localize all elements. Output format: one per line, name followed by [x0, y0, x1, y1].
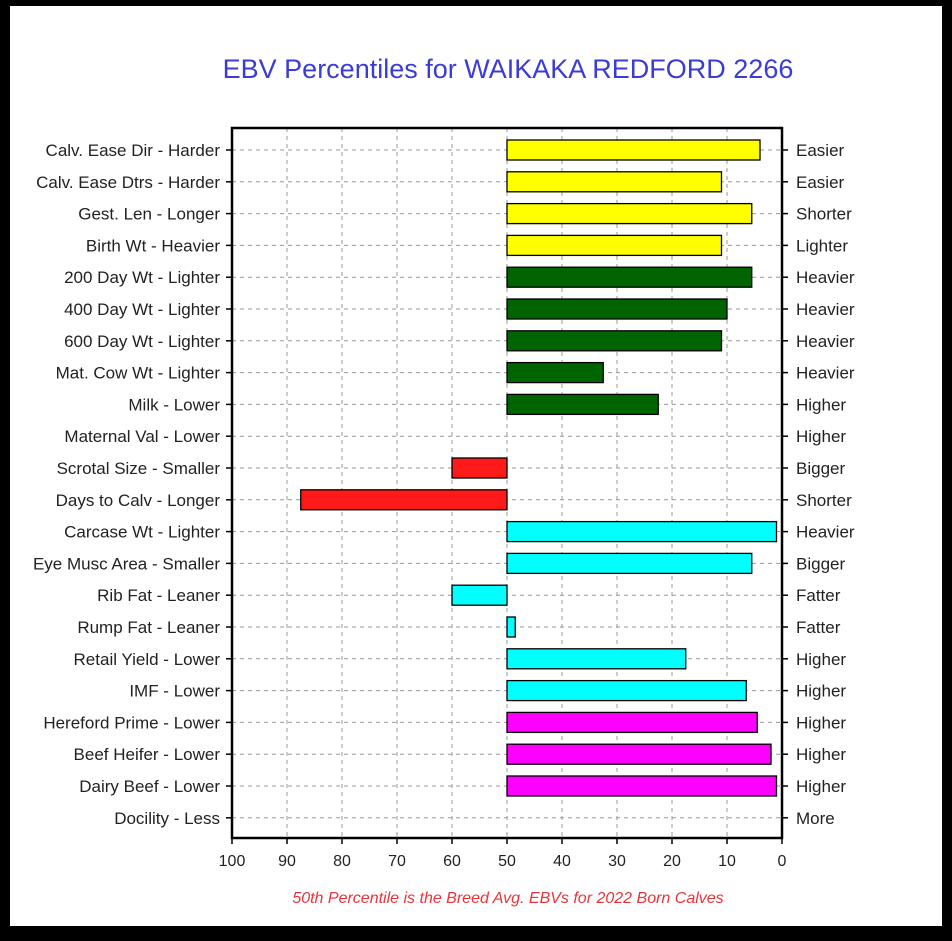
bar — [506, 298, 728, 320]
row-label-right: Easier — [796, 173, 845, 192]
x-tick-label: 50 — [498, 853, 516, 870]
row-label-right: Higher — [796, 745, 846, 764]
row-label-left: Retail Yield - Lower — [74, 650, 221, 669]
row-label-left: Beef Heifer - Lower — [74, 745, 221, 764]
bar — [506, 361, 604, 384]
bar — [506, 743, 772, 765]
row-label-left: Maternal Val - Lower — [64, 427, 220, 446]
x-axis-ticks: 100 90 80 70 60 50 40 30 20 10 0 — [219, 149, 788, 870]
x-tick-label: 20 — [663, 853, 681, 870]
bar — [506, 266, 753, 288]
row-label-left: Days to Calv - Longer — [56, 491, 221, 510]
bar — [506, 171, 723, 193]
row-label-right: Fatter — [796, 586, 841, 605]
row-label-right: Bigger — [796, 554, 845, 573]
row-label-right: Higher — [796, 713, 846, 732]
row-label-left: Dairy Beef - Lower — [79, 777, 220, 796]
row-label-right: Heavier — [796, 300, 855, 319]
bar — [506, 202, 753, 225]
bar — [451, 584, 508, 606]
bar — [300, 489, 508, 511]
bar — [506, 330, 723, 352]
row-label-left: 400 Day Wt - Lighter — [64, 300, 220, 319]
row-label-left: Rib Fat - Leaner — [97, 586, 220, 605]
row-label-right: Heavier — [796, 523, 855, 542]
row-label-right: Shorter — [796, 491, 852, 510]
x-tick-label: 70 — [388, 853, 406, 870]
x-tick-label: 100 — [219, 853, 246, 870]
row-label-right: Bigger — [796, 459, 845, 478]
row-label-right: Higher — [796, 427, 846, 446]
row-label-right: Higher — [796, 650, 846, 669]
row-label-left: IMF - Lower — [129, 682, 220, 701]
x-tick-label: 90 — [278, 853, 296, 870]
chart-title: EBV Percentiles for WAIKAKA REDFORD 2266 — [223, 54, 794, 84]
row-label-right: Shorter — [796, 205, 852, 224]
row-label-left: Docility - Less — [114, 809, 220, 828]
bar — [506, 711, 758, 734]
row-label-right: Heavier — [796, 332, 855, 351]
bar — [506, 679, 747, 702]
row-label-left: Calv. Ease Dtrs - Harder — [36, 173, 220, 192]
bars-group — [300, 139, 778, 797]
row-label-right: Higher — [796, 777, 846, 796]
row-label-left: Gest. Len - Longer — [78, 205, 220, 224]
row-label-right: Higher — [796, 395, 846, 414]
row-label-left: Rump Fat - Leaner — [77, 618, 220, 637]
chart-note: 50th Percentile is the Breed Avg. EBVs f… — [292, 890, 723, 907]
row-label-right: More — [796, 809, 835, 828]
ebv-percentile-chart: EBV Percentiles for WAIKAKA REDFORD 2266… — [33, 54, 855, 907]
x-tick-label: 30 — [608, 853, 626, 870]
row-label-left: Birth Wt - Heavier — [86, 236, 220, 255]
row-label-left: Carcase Wt - Lighter — [64, 523, 220, 542]
x-tick-label: 80 — [333, 853, 351, 870]
bar — [506, 775, 778, 797]
row-label-right: Higher — [796, 682, 846, 701]
bar — [506, 393, 659, 416]
row-label-left: Eye Musc Area - Smaller — [33, 554, 220, 573]
chart-frame: EBV Percentiles for WAIKAKA REDFORD 2266… — [10, 6, 942, 926]
bar — [506, 648, 687, 670]
row-label-left: Mat. Cow Wt - Lighter — [56, 364, 221, 383]
x-tick-label: 10 — [718, 853, 736, 870]
bar — [506, 552, 753, 575]
bar — [451, 457, 508, 479]
bar — [506, 139, 761, 161]
row-label-left: 200 Day Wt - Lighter — [64, 268, 220, 287]
bar — [506, 616, 516, 638]
row-label-left: Hereford Prime - Lower — [43, 713, 220, 732]
bar — [506, 234, 723, 257]
x-tick-label: 40 — [553, 853, 571, 870]
row-label-left: Scrotal Size - Smaller — [57, 459, 221, 478]
row-label-right: Easier — [796, 141, 845, 160]
row-label-left: 600 Day Wt - Lighter — [64, 332, 220, 351]
left-labels: Calv. Ease Dir - Harder Calv. Ease Dtrs -… — [33, 141, 220, 828]
row-label-left: Calv. Ease Dir - Harder — [46, 141, 221, 160]
bar — [506, 520, 778, 543]
row-label-right: Fatter — [796, 618, 841, 637]
row-label-right: Heavier — [796, 268, 855, 287]
row-label-right: Heavier — [796, 364, 855, 383]
row-label-right: Lighter — [796, 236, 848, 255]
x-tick-label: 60 — [443, 853, 461, 870]
x-tick-label: 0 — [778, 853, 787, 870]
row-label-left: Milk - Lower — [128, 395, 220, 414]
right-labels: Easier Easier Shorter Lighter Heavier Heavier… — [796, 141, 855, 828]
